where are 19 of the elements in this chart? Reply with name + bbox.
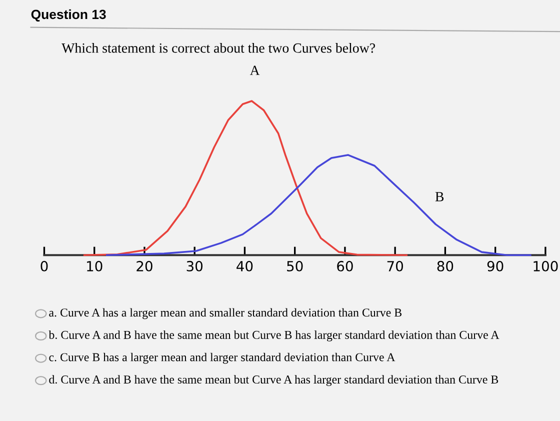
text: c. Curve B has a larger mean and larger standard deviation than Curve A <box>49 352 396 364</box>
text: b. Curve A and B have the same mean but Curve B has larger standard deviation than Curve A <box>48 330 500 342</box>
x-tick-label: 80 <box>437 260 454 272</box>
x-tick-label: 70 <box>387 260 403 272</box>
x-tick-label: 0 <box>40 260 48 272</box>
annotation: B <box>435 192 444 202</box>
x-tick-label: 40 <box>236 260 253 272</box>
x-tick-label: 90 <box>487 260 504 272</box>
x-tick-label: 50 <box>287 260 303 272</box>
text: d. Curve A and B have the same mean but Curve A has larger standard deviation than Curve B <box>49 375 498 386</box>
text: A <box>250 66 260 75</box>
x-tick-label: 100 <box>534 260 558 272</box>
x-tick-label: 60 <box>337 260 353 272</box>
text: a. Curve A has a larger mean and smaller standard deviation than Curve B <box>49 308 402 320</box>
chart-subtitle: Which statement is correct about the two Curves below? <box>62 42 375 53</box>
chart-title: Question 13 <box>31 9 106 22</box>
x-tick-label: 30 <box>186 260 203 272</box>
x-tick-label: 20 <box>136 260 152 272</box>
x-tick-label: 10 <box>87 260 102 272</box>
